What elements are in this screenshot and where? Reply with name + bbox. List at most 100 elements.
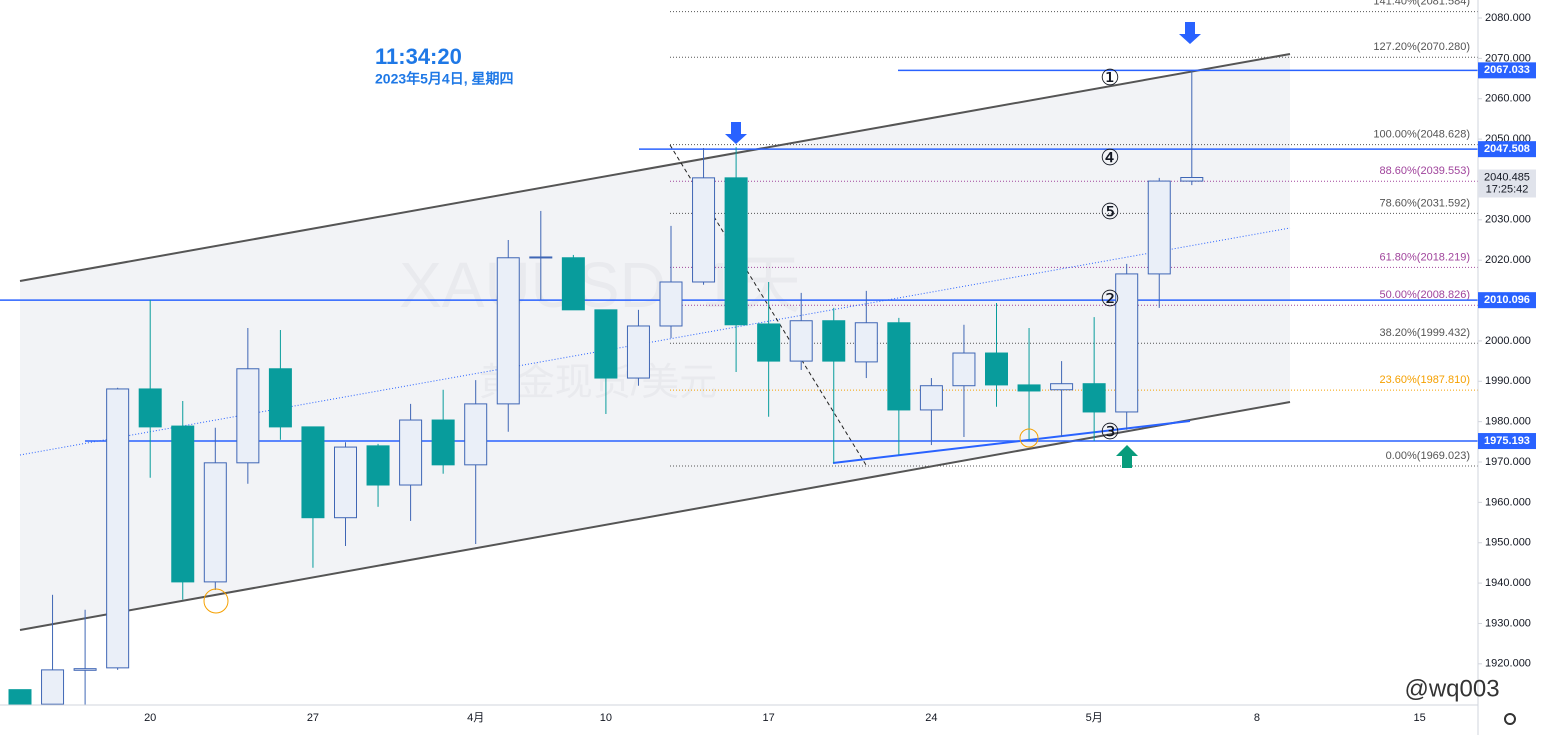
y-tick-label: 2080.000 bbox=[1485, 12, 1531, 24]
y-tick-label: 1940.000 bbox=[1485, 577, 1531, 589]
wave-label: ③ bbox=[1100, 419, 1120, 444]
candle-body bbox=[985, 352, 1008, 386]
x-tick-label: 24 bbox=[925, 712, 937, 724]
y-tick-label: 2000.000 bbox=[1485, 335, 1531, 347]
candle-body bbox=[1147, 180, 1171, 275]
candle-body bbox=[334, 446, 357, 519]
fib-label: 141.40%(2081.584) bbox=[1373, 0, 1470, 8]
candles bbox=[8, 70, 1204, 705]
candle-body bbox=[41, 669, 65, 705]
x-tick-label: 20 bbox=[144, 712, 156, 724]
settings-icon[interactable] bbox=[1504, 713, 1516, 725]
candle-body bbox=[236, 368, 260, 464]
candle-body bbox=[138, 388, 162, 428]
x-tick-label: 4月 bbox=[467, 712, 484, 724]
current-price-box bbox=[1478, 169, 1536, 198]
candle-body bbox=[464, 403, 488, 466]
price-label: 2010.096 bbox=[1484, 294, 1530, 306]
price-label: 2047.508 bbox=[1484, 143, 1530, 155]
x-tick-label: 8 bbox=[1254, 712, 1260, 724]
candle-body bbox=[854, 322, 878, 363]
arrow-down bbox=[1179, 22, 1201, 44]
candle-body bbox=[301, 426, 325, 519]
x-tick-label: 10 bbox=[600, 712, 612, 724]
candle-body bbox=[431, 419, 455, 466]
marker-circle bbox=[1019, 428, 1039, 448]
candle-body bbox=[919, 385, 943, 411]
fib-group: 141.40%(2081.584) 127.20%(2070.280) 100.00… bbox=[670, 0, 1478, 467]
right-axis bbox=[1478, 0, 1541, 735]
fib-label: 50.00%(2008.826) bbox=[1379, 289, 1470, 301]
candle-body bbox=[822, 320, 846, 362]
trend-line bbox=[832, 420, 1191, 464]
fib-label: 100.00%(2048.628) bbox=[1373, 129, 1470, 141]
candle-body bbox=[594, 309, 618, 379]
y-tick-label: 1990.000 bbox=[1485, 375, 1531, 387]
candle-body bbox=[789, 320, 813, 362]
fib-label: 127.20%(2070.280) bbox=[1373, 41, 1470, 53]
x-tick-label: 5月 bbox=[1086, 712, 1103, 724]
candle-body bbox=[73, 668, 97, 671]
y-tick-label: 1980.000 bbox=[1485, 416, 1531, 428]
fib-label: 38.20%(1999.432) bbox=[1379, 327, 1470, 339]
candle-body bbox=[626, 325, 650, 379]
x-tick-label: 15 bbox=[1414, 712, 1426, 724]
price-box bbox=[1478, 433, 1536, 450]
y-tick-label: 2060.000 bbox=[1485, 93, 1531, 105]
fib-label: 23.60%(1987.810) bbox=[1379, 374, 1470, 386]
candle-body bbox=[529, 256, 553, 259]
candle-body bbox=[268, 368, 292, 428]
candle-body bbox=[106, 388, 130, 669]
fib-label: 61.80%(2018.219) bbox=[1379, 251, 1470, 263]
candle-body bbox=[659, 281, 683, 327]
arrow-up bbox=[1116, 445, 1138, 468]
fib-label: 78.60%(2031.592) bbox=[1379, 197, 1470, 209]
arrow-down bbox=[725, 122, 747, 144]
candle-body bbox=[366, 445, 390, 486]
y-tick-label: 1920.000 bbox=[1485, 658, 1531, 670]
date: 2023年5月4日, 星期四 bbox=[375, 71, 514, 87]
candle-body bbox=[887, 322, 911, 411]
clock: 11:34:20 bbox=[375, 44, 462, 69]
candle-body bbox=[952, 352, 976, 387]
fib-label: 88.60%(2039.553) bbox=[1379, 165, 1470, 177]
y-tick-label: 1970.000 bbox=[1485, 456, 1531, 468]
price-label: 1975.193 bbox=[1484, 435, 1530, 447]
candle-body bbox=[1082, 383, 1106, 413]
price-label: 2067.033 bbox=[1484, 64, 1530, 76]
marker-circle bbox=[203, 588, 229, 614]
wave-label: ② bbox=[1100, 286, 1120, 311]
candle-body bbox=[496, 257, 520, 405]
y-tick-label: 2030.000 bbox=[1485, 214, 1531, 226]
y-tick-label: 2070.000 bbox=[1485, 52, 1531, 64]
plot-area: XAUUSD, 1天 黄金现货/美元 141.40%(2081.584)127.… bbox=[0, 0, 1478, 705]
candle-body bbox=[171, 425, 195, 583]
candle-body bbox=[399, 419, 423, 486]
y-tick-label: 1950.000 bbox=[1485, 537, 1531, 549]
channel-lower bbox=[19, 401, 1291, 631]
price-box bbox=[1478, 292, 1536, 309]
x-tick-label: 17 bbox=[763, 712, 775, 724]
candle-body bbox=[692, 177, 716, 283]
candle-body bbox=[1180, 177, 1204, 182]
candle-body bbox=[8, 689, 32, 705]
candle-body bbox=[561, 257, 585, 311]
fib-label: 0.00%(1969.023) bbox=[1386, 450, 1470, 462]
candle-body bbox=[757, 323, 781, 362]
candle-body bbox=[1050, 383, 1074, 391]
credit: @wq003 bbox=[1404, 675, 1499, 702]
channel-upper bbox=[19, 53, 1291, 282]
channel-mid bbox=[19, 227, 1291, 456]
wave-label: ④ bbox=[1100, 145, 1120, 170]
candle-body bbox=[724, 177, 748, 326]
current-price: 2040.485 bbox=[1484, 171, 1530, 183]
price-box bbox=[1478, 62, 1536, 79]
candle-body bbox=[1017, 384, 1041, 392]
wave-label: ① bbox=[1100, 65, 1120, 90]
price-box bbox=[1478, 141, 1536, 158]
y-tick-label: 1930.000 bbox=[1485, 617, 1531, 629]
y-tick-label: 1960.000 bbox=[1485, 496, 1531, 508]
countdown: 17:25:42 bbox=[1486, 183, 1529, 195]
